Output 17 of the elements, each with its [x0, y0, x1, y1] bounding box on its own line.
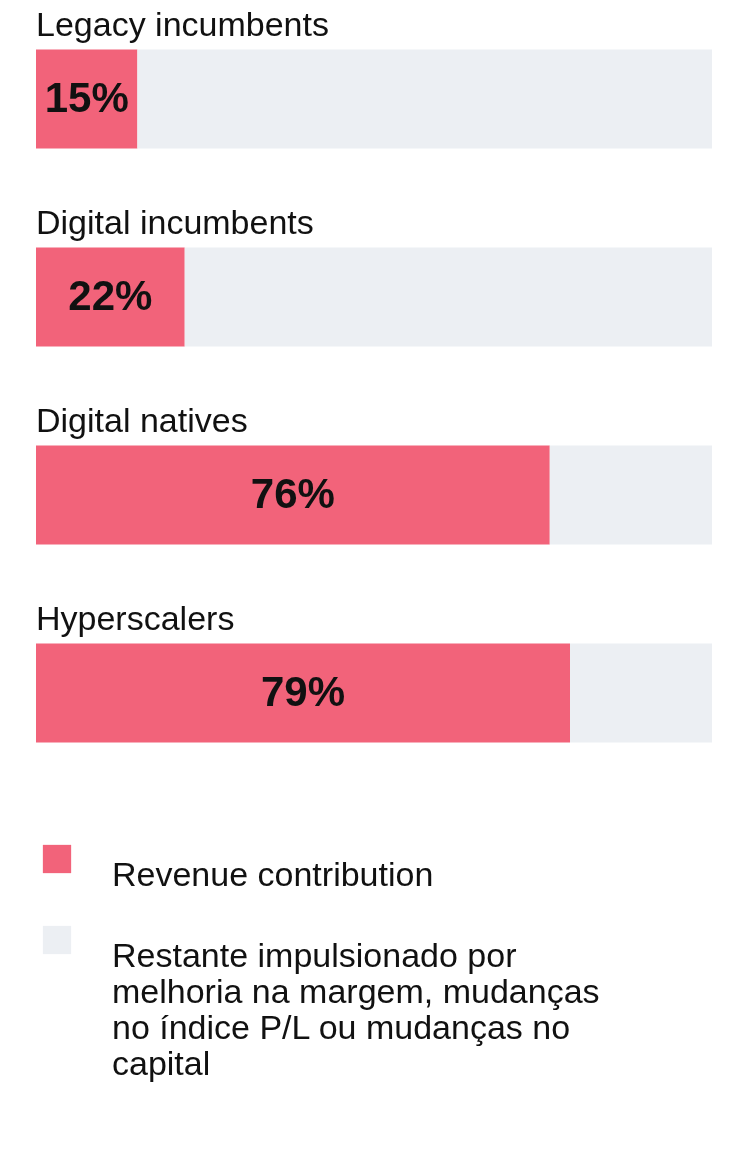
y-tick-label: Legacy incumbents: [36, 4, 329, 43]
bar: [36, 445, 550, 545]
bar: [36, 247, 185, 347]
y-tick-label: Digital natives: [36, 400, 248, 439]
legend-label: Revenue contribution: [112, 855, 434, 893]
y-tick-label: Hyperscalers: [36, 598, 235, 637]
data-label: 76%: [250, 470, 335, 517]
bar: [36, 643, 571, 743]
data-label: 79%: [260, 668, 346, 715]
bar: [184, 247, 712, 347]
bar: [137, 49, 712, 149]
data-label: 22%: [68, 272, 153, 319]
legend-label: Restante impulsionado por melhoria na margem, mudanças no índice P/L ou mudanças no capital: [112, 936, 600, 1082]
bar: [549, 445, 712, 545]
data-label: 15%: [44, 74, 129, 121]
bar: [570, 643, 712, 743]
y-tick-label: Digital incumbents: [36, 202, 314, 241]
